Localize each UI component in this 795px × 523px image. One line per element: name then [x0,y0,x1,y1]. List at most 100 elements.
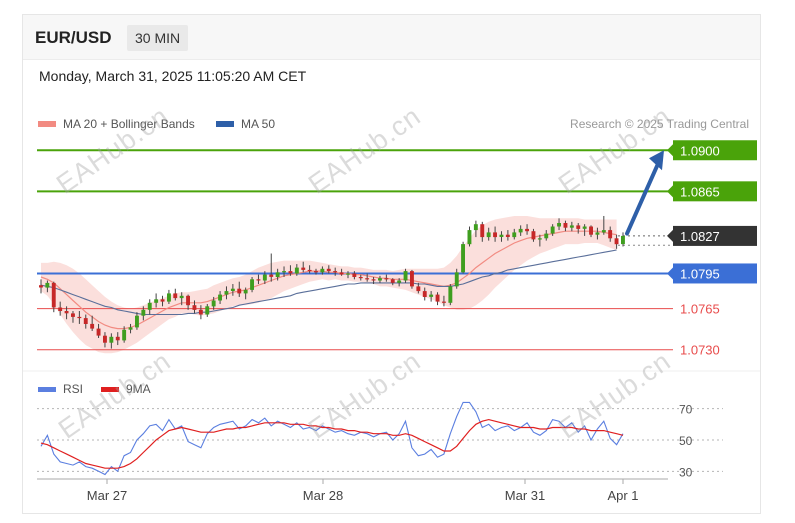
rsi-line [40,401,624,476]
timeframe-button[interactable]: 30 MIN [127,25,189,51]
candle-body [326,268,331,272]
candle-body [288,271,293,274]
ma20-legend-swatch [38,121,56,127]
candle-body [211,300,216,307]
candle-body [224,291,229,295]
candle-body [243,289,248,294]
ma50-legend-label: MA 50 [241,117,275,131]
rsi-tick-label: 50 [679,434,693,448]
level-1-0827-label: 1.0827 [680,229,720,244]
x-axis-label: Mar 28 [303,488,343,503]
candle-body [77,316,82,319]
level-1-0865-tag [673,181,757,202]
candle-body [250,279,254,290]
candle-body [51,282,56,308]
candle-body [461,244,465,273]
level-1-0795-tag-pointer [667,267,673,280]
candle-body [307,269,312,272]
candle-body [365,278,370,280]
candle-body [499,234,504,237]
candle-body [122,329,127,341]
rsi-ma9-line [40,418,624,469]
level-1-0900-tag-pointer [667,144,673,157]
candle-body [576,225,581,229]
candle-body [71,313,75,317]
ma50-line [40,249,617,316]
candle-body [563,223,568,228]
price-chart: MA 20 + Bollinger Bands MA 50 Research © 2… [23,117,760,503]
candle-body [39,285,43,288]
candle-body [205,306,210,315]
candle-body [58,307,63,311]
chart-header: EUR/USD 30 MIN [23,15,760,60]
candle-body [448,286,453,303]
candle-body [378,278,382,281]
candle-body [186,295,190,306]
candle-body [473,224,478,231]
candle-body [135,315,139,328]
candle-body [454,272,459,287]
candle-body [416,286,421,292]
candle-body [422,291,427,297]
candle-body [167,293,171,302]
forecast-arrow-shaft [625,157,662,236]
candle-body [429,294,434,297]
candle-body [518,228,523,233]
candle-body [531,231,536,240]
candle-body [525,228,529,232]
rsi-legend-swatch [38,387,56,392]
candle-body [371,279,376,281]
candle-body [397,280,402,283]
forecast-arrow-head [649,150,664,171]
candle-body [442,301,446,303]
x-axis-label: Mar 27 [87,488,127,503]
candle-body [544,233,549,239]
candle-body [614,238,619,245]
candle-body [128,327,133,330]
candle-body [90,323,95,329]
candle-body [486,232,491,238]
chart-card: EUR/USD 30 MIN Monday, March 31, 2025 11… [22,14,761,514]
level-1-0865-tag-pointer [667,185,673,198]
candle-body [493,232,497,238]
timestamp: Monday, March 31, 2025 11:05:20 AM CET [39,68,307,84]
candle-body [467,230,472,245]
symbol-title: EUR/USD [35,28,112,47]
candle-body [103,335,107,343]
candle-body [339,272,344,275]
level-1-0900-tag [673,140,757,161]
ma9-legend-swatch [101,387,119,392]
candle-body [109,336,114,343]
level-1-0865-label: 1.0865 [680,184,720,199]
candle-body [301,267,306,270]
candle-body [480,224,485,238]
candle-body [256,279,261,281]
candle-body [333,271,338,273]
candle-body [346,273,350,275]
candle-body [557,223,561,227]
level-1-0795-label: 1.0795 [680,266,720,281]
copyright-text: Research © 2025 Trading Central [570,117,749,131]
x-axis-label: Mar 31 [505,488,545,503]
candle-body [505,234,510,237]
candle-body [45,282,50,288]
candle-body [569,225,574,228]
candle-body [595,232,600,235]
candle-body [352,273,357,277]
candle-body [621,235,625,245]
candle-body [179,295,184,299]
rsi-tick-label: 70 [679,403,693,417]
candle-body [601,230,606,233]
level-1-0765-label: 1.0765 [680,302,720,317]
candle-body [403,271,408,281]
candle-body [435,294,440,302]
candle-body [589,226,593,235]
candle-body [275,272,280,277]
candle-body [358,277,363,279]
rsi-tick-label: 30 [679,465,693,479]
candle-body [314,271,318,273]
candle-body [262,274,267,281]
candle-body [320,268,325,273]
candle-body [537,238,542,240]
candle-body [512,232,517,238]
